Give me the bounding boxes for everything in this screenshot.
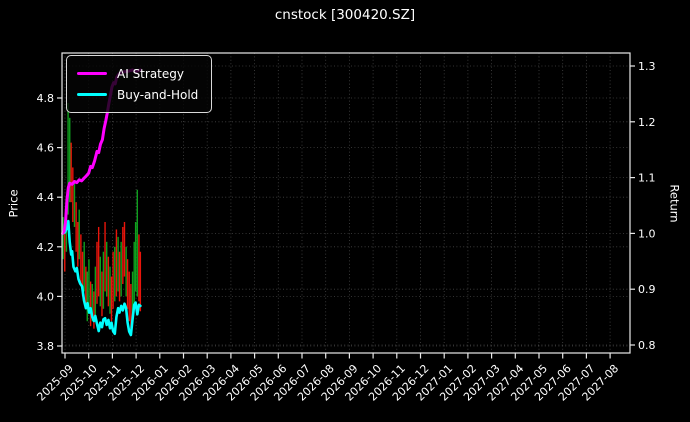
price-tick-label: 4.2 — [37, 241, 55, 254]
plot-border — [61, 52, 631, 354]
legend-item-ai-strategy: AI Strategy — [77, 63, 198, 84]
legend-label-ai-strategy: AI Strategy — [117, 66, 184, 81]
return-tick-label: 1.3 — [638, 60, 656, 73]
return-tick-label: 1.1 — [638, 172, 656, 185]
return-tick-label: 0.9 — [638, 283, 656, 296]
return-tick-label: 1.0 — [638, 227, 656, 240]
legend-label-buy-and-hold: Buy-and-Hold — [117, 87, 199, 102]
chart-title: cnstock [300420.SZ] — [274, 7, 416, 23]
price-tick-label: 4.0 — [37, 290, 55, 303]
return-tick-label: 0.8 — [638, 339, 656, 352]
price-tick-label: 3.8 — [37, 340, 55, 353]
legend-item-buy-and-hold: Buy-and-Hold — [77, 84, 198, 105]
price-tick-label: 4.8 — [37, 92, 55, 105]
price-tick-label: 4.6 — [37, 142, 55, 155]
legend: AI Strategy Buy-and-Hold — [66, 55, 213, 113]
return-tick-label: 1.2 — [638, 116, 656, 129]
price-tick-label: 4.4 — [37, 191, 55, 204]
buy-and-hold-line-swatch — [77, 92, 107, 97]
ai-strategy-line-swatch — [77, 71, 107, 76]
buy-and-hold-line — [61, 219, 142, 337]
